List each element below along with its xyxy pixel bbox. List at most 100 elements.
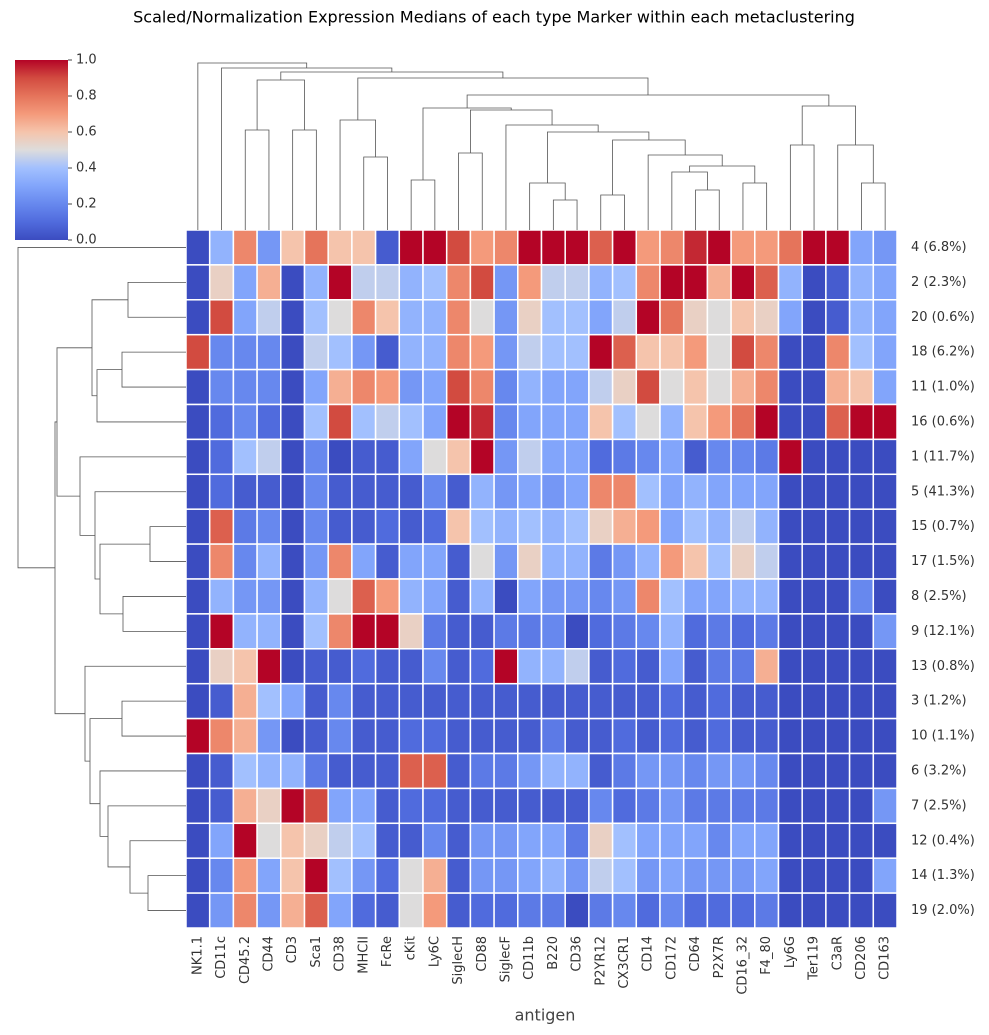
heatmap-cell — [422, 543, 448, 580]
heatmap-cell — [351, 508, 377, 545]
heatmap-cell — [422, 682, 448, 720]
heatmap-cell — [777, 752, 803, 790]
heatmap-cell — [398, 857, 424, 894]
x-tick-label: CD44 — [261, 936, 276, 972]
heatmap-cell — [445, 473, 472, 510]
heatmap-cell — [848, 822, 875, 859]
heatmap-cell — [185, 264, 211, 301]
heatmap-cell — [611, 752, 638, 790]
x-tick-label: Ly6C — [427, 936, 442, 967]
heatmap-cell — [469, 229, 495, 266]
heatmap-cell — [303, 438, 329, 476]
heatmap-cell — [445, 229, 472, 266]
heatmap-cell — [682, 368, 709, 406]
heatmap-cell — [303, 403, 329, 441]
heatmap-cell — [232, 682, 258, 720]
heatmap-cell — [351, 473, 377, 510]
heatmap-cell — [351, 787, 377, 825]
heatmap-cell — [659, 787, 685, 825]
heatmap-cell — [635, 857, 661, 894]
y-tick-label: 3 (1.2%) — [911, 694, 967, 709]
heatmap-cell — [777, 543, 803, 580]
heatmap-cell — [588, 543, 614, 580]
heatmap-cell — [351, 229, 377, 266]
heatmap-cell — [327, 648, 353, 685]
heatmap-cell — [730, 473, 756, 510]
heatmap-cell — [754, 368, 780, 406]
heatmap-cell — [730, 299, 756, 336]
heatmap-cell — [564, 508, 590, 545]
heatmap-cell — [398, 438, 424, 476]
heatmap-cell — [801, 264, 827, 301]
x-tick-label: Sca1 — [309, 936, 324, 968]
heatmap-cell — [445, 613, 472, 650]
heatmap-cell — [493, 752, 519, 790]
heatmap-cell — [588, 264, 614, 301]
heatmap-cell — [303, 578, 329, 615]
heatmap-cell — [517, 299, 543, 336]
heatmap-cell — [517, 264, 543, 301]
heatmap-cell — [659, 368, 685, 406]
heatmap-cell — [327, 613, 353, 650]
heatmap-cell — [422, 892, 448, 929]
heatmap-cell — [351, 299, 377, 336]
heatmap-cell — [185, 403, 211, 441]
y-tick-label: 15 (0.7%) — [911, 519, 975, 534]
heatmap-cell — [682, 717, 709, 755]
heatmap-cell — [327, 717, 353, 755]
heatmap-cell — [493, 648, 519, 685]
heatmap-cell — [374, 648, 401, 685]
heatmap-cell — [801, 368, 827, 406]
heatmap-cell — [445, 578, 472, 615]
heatmap-cell — [493, 368, 519, 406]
colorbar — [15, 60, 68, 240]
heatmap-cell — [256, 368, 282, 406]
heatmap-cell — [635, 264, 661, 301]
heatmap-cell — [256, 578, 282, 615]
heatmap-cell — [256, 822, 282, 859]
heatmap-cell — [517, 717, 543, 755]
heatmap-cell — [493, 822, 519, 859]
heatmap-cell — [682, 229, 709, 266]
heatmap-cell — [351, 403, 377, 441]
heatmap-cell — [232, 543, 258, 580]
heatmap-cell — [754, 438, 780, 476]
x-tick-label: CD172 — [664, 936, 679, 980]
heatmap-cell — [825, 438, 851, 476]
heatmap-cell — [588, 682, 614, 720]
heatmap-cell — [351, 264, 377, 301]
heatmap-cell — [280, 473, 306, 510]
y-tick-label: 16 (0.6%) — [911, 414, 975, 429]
heatmap-cell — [801, 543, 827, 580]
heatmap-cell — [445, 403, 472, 441]
heatmap-cell — [351, 857, 377, 894]
heatmap-cell — [517, 229, 543, 266]
heatmap-cell — [777, 787, 803, 825]
x-tick-label: CD45.2 — [238, 936, 253, 984]
x-tick-label: NK1.1 — [190, 936, 205, 975]
heatmap-cell — [232, 787, 258, 825]
heatmap-cell — [588, 368, 614, 406]
heatmap-cell — [351, 438, 377, 476]
heatmap-cell — [588, 333, 614, 371]
heatmap-cell — [801, 229, 827, 266]
heatmap-cell — [232, 264, 258, 301]
heatmap-cell — [208, 403, 235, 441]
heatmap-cell — [564, 857, 590, 894]
heatmap-cell — [493, 578, 519, 615]
heatmap-cell — [564, 368, 590, 406]
heatmap-cell — [730, 264, 756, 301]
heatmap-cell — [777, 508, 803, 545]
heatmap-cell — [682, 682, 709, 720]
heatmap-cell — [469, 787, 495, 825]
heatmap-cell — [706, 543, 732, 580]
heatmap-cell — [303, 752, 329, 790]
heatmap-cell — [185, 613, 211, 650]
heatmap-cell — [374, 682, 401, 720]
heatmap-cell — [256, 508, 282, 545]
heatmap-cell — [754, 299, 780, 336]
heatmap-cell — [872, 892, 898, 929]
heatmap-cell — [185, 822, 211, 859]
heatmap-cell — [682, 822, 709, 859]
heatmap-cell — [682, 892, 709, 929]
